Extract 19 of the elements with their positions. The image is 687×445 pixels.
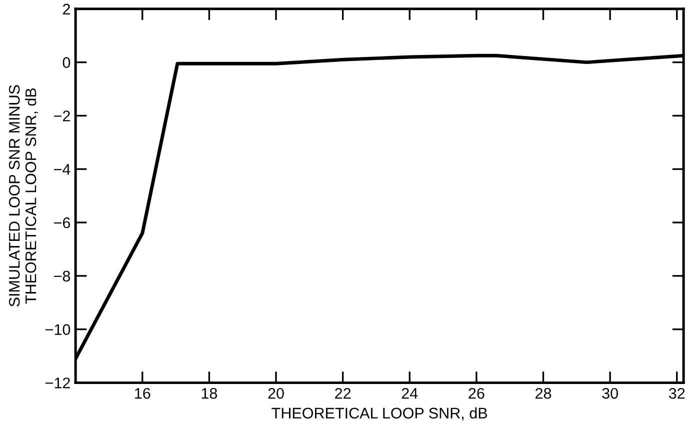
y-tick-label: −6 [54, 217, 70, 228]
x-tick-label: 16 [135, 388, 150, 399]
x-tick-label: 24 [402, 388, 418, 399]
x-axis-title: THEORETICAL LOOP SNR, dB [272, 407, 488, 420]
x-tick-label: 18 [202, 388, 218, 399]
y-tick-label: −4 [54, 164, 70, 175]
y-axis-title: SIMULATED LOOP SNR MINUS THEORETICAL LOOP SNR, dB [8, 85, 38, 306]
y-tick-label: −8 [54, 270, 70, 282]
x-tick-label: 26 [468, 388, 484, 399]
x-tick-label: 20 [268, 388, 284, 399]
y-tick-label: −2 [54, 110, 70, 122]
x-tick-label: 22 [335, 388, 351, 399]
y-tick-label: −10 [46, 324, 70, 335]
x-tick-label: 30 [602, 388, 618, 399]
x-tick-label: 28 [536, 388, 552, 399]
y-tick-label: 0 [62, 57, 70, 68]
y-tick-label: −12 [46, 378, 70, 388]
x-tick-label: 32 [668, 388, 685, 399]
y-tick-label: 2 [62, 4, 70, 14]
